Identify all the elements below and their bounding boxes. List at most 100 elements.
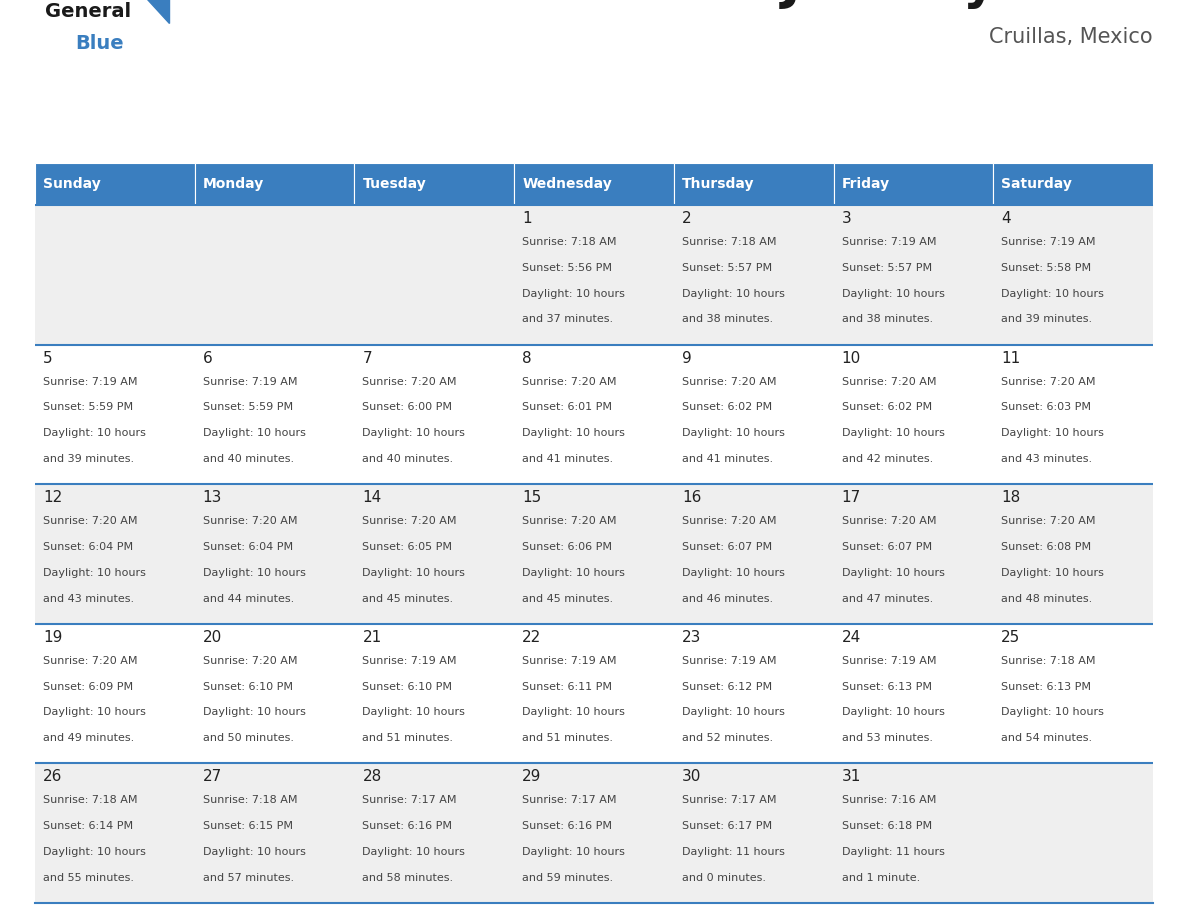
Text: and 38 minutes.: and 38 minutes. (841, 315, 933, 324)
Text: and 43 minutes.: and 43 minutes. (1001, 454, 1093, 465)
Text: and 59 minutes.: and 59 minutes. (523, 873, 613, 883)
Text: Sunrise: 7:20 AM: Sunrise: 7:20 AM (43, 516, 138, 526)
Text: Sunrise: 7:20 AM: Sunrise: 7:20 AM (362, 516, 457, 526)
Text: Daylight: 10 hours: Daylight: 10 hours (43, 568, 146, 577)
Text: Sunset: 6:10 PM: Sunset: 6:10 PM (362, 682, 453, 691)
Text: Sunset: 6:07 PM: Sunset: 6:07 PM (682, 542, 772, 552)
Text: and 43 minutes.: and 43 minutes. (43, 594, 134, 604)
Text: Sunrise: 7:18 AM: Sunrise: 7:18 AM (203, 795, 297, 805)
Text: Daylight: 10 hours: Daylight: 10 hours (523, 708, 625, 718)
Text: 27: 27 (203, 769, 222, 784)
Text: Sunrise: 7:19 AM: Sunrise: 7:19 AM (203, 376, 297, 386)
Text: Daylight: 10 hours: Daylight: 10 hours (841, 708, 944, 718)
Text: 26: 26 (43, 769, 62, 784)
Text: Daylight: 10 hours: Daylight: 10 hours (362, 568, 466, 577)
Text: 31: 31 (841, 769, 861, 784)
Text: and 50 minutes.: and 50 minutes. (203, 733, 293, 744)
Text: 8: 8 (523, 351, 532, 365)
Text: Sunset: 6:14 PM: Sunset: 6:14 PM (43, 822, 133, 831)
Text: 22: 22 (523, 630, 542, 644)
Text: and 40 minutes.: and 40 minutes. (362, 454, 454, 465)
Bar (34, 624, 1154, 764)
Text: Sunset: 6:04 PM: Sunset: 6:04 PM (203, 542, 292, 552)
Text: Daylight: 10 hours: Daylight: 10 hours (841, 568, 944, 577)
Text: Sunset: 5:57 PM: Sunset: 5:57 PM (682, 263, 772, 273)
Text: and 41 minutes.: and 41 minutes. (682, 454, 773, 465)
Text: Daylight: 10 hours: Daylight: 10 hours (43, 429, 146, 438)
Text: and 58 minutes.: and 58 minutes. (362, 873, 454, 883)
Text: Daylight: 10 hours: Daylight: 10 hours (841, 288, 944, 298)
Text: Daylight: 11 hours: Daylight: 11 hours (841, 847, 944, 857)
Text: Sunrise: 7:20 AM: Sunrise: 7:20 AM (362, 376, 457, 386)
Text: 19: 19 (43, 630, 62, 644)
Text: and 45 minutes.: and 45 minutes. (523, 594, 613, 604)
Bar (834, 163, 993, 205)
Bar (34, 344, 1154, 484)
Bar (195, 163, 354, 205)
Text: 28: 28 (362, 769, 381, 784)
Text: Friday: Friday (841, 177, 890, 191)
Text: Daylight: 10 hours: Daylight: 10 hours (1001, 429, 1104, 438)
Text: Sunrise: 7:19 AM: Sunrise: 7:19 AM (523, 655, 617, 666)
Text: and 54 minutes.: and 54 minutes. (1001, 733, 1093, 744)
Text: 5: 5 (43, 351, 52, 365)
Bar (34, 205, 1154, 344)
Text: Sunrise: 7:17 AM: Sunrise: 7:17 AM (682, 795, 776, 805)
Text: 24: 24 (841, 630, 861, 644)
Text: Sunset: 6:17 PM: Sunset: 6:17 PM (682, 822, 772, 831)
Text: Sunset: 5:56 PM: Sunset: 5:56 PM (523, 263, 612, 273)
Text: and 44 minutes.: and 44 minutes. (203, 594, 293, 604)
Text: and 38 minutes.: and 38 minutes. (682, 315, 773, 324)
Text: Sunset: 6:15 PM: Sunset: 6:15 PM (203, 822, 292, 831)
Text: Sunset: 6:00 PM: Sunset: 6:00 PM (362, 402, 453, 412)
Text: and 37 minutes.: and 37 minutes. (523, 315, 613, 324)
Bar (34, 163, 195, 205)
Text: Sunset: 6:02 PM: Sunset: 6:02 PM (682, 402, 772, 412)
Text: and 57 minutes.: and 57 minutes. (203, 873, 293, 883)
Text: 3: 3 (841, 211, 852, 226)
Text: Sunrise: 7:16 AM: Sunrise: 7:16 AM (841, 795, 936, 805)
Text: Daylight: 10 hours: Daylight: 10 hours (362, 708, 466, 718)
Text: Sunrise: 7:20 AM: Sunrise: 7:20 AM (523, 376, 617, 386)
Text: Daylight: 10 hours: Daylight: 10 hours (523, 847, 625, 857)
Text: and 53 minutes.: and 53 minutes. (841, 733, 933, 744)
Text: Sunset: 6:13 PM: Sunset: 6:13 PM (841, 682, 931, 691)
Text: and 39 minutes.: and 39 minutes. (1001, 315, 1093, 324)
Text: 7: 7 (362, 351, 372, 365)
Text: Sunrise: 7:17 AM: Sunrise: 7:17 AM (523, 795, 617, 805)
Text: Daylight: 10 hours: Daylight: 10 hours (203, 429, 305, 438)
Text: Sunrise: 7:18 AM: Sunrise: 7:18 AM (43, 795, 138, 805)
Text: and 55 minutes.: and 55 minutes. (43, 873, 134, 883)
Text: Saturday: Saturday (1001, 177, 1072, 191)
Text: Sunset: 5:59 PM: Sunset: 5:59 PM (43, 402, 133, 412)
Text: and 41 minutes.: and 41 minutes. (523, 454, 613, 465)
Text: January 2025: January 2025 (782, 0, 1154, 9)
Text: Sunrise: 7:18 AM: Sunrise: 7:18 AM (1001, 655, 1095, 666)
Text: Sunset: 6:08 PM: Sunset: 6:08 PM (1001, 542, 1092, 552)
Text: Daylight: 10 hours: Daylight: 10 hours (523, 429, 625, 438)
Text: Blue: Blue (75, 34, 124, 53)
Text: Thursday: Thursday (682, 177, 754, 191)
Text: 13: 13 (203, 490, 222, 505)
Text: and 1 minute.: and 1 minute. (841, 873, 920, 883)
Text: 11: 11 (1001, 351, 1020, 365)
Bar (674, 163, 834, 205)
Text: Daylight: 10 hours: Daylight: 10 hours (1001, 708, 1104, 718)
Text: Sunrise: 7:20 AM: Sunrise: 7:20 AM (841, 376, 936, 386)
Text: Sunset: 6:03 PM: Sunset: 6:03 PM (1001, 402, 1092, 412)
Polygon shape (147, 0, 169, 23)
Text: Sunset: 6:12 PM: Sunset: 6:12 PM (682, 682, 772, 691)
Text: Wednesday: Wednesday (523, 177, 612, 191)
Text: Sunrise: 7:17 AM: Sunrise: 7:17 AM (362, 795, 457, 805)
Text: 14: 14 (362, 490, 381, 505)
Text: Sunset: 6:10 PM: Sunset: 6:10 PM (203, 682, 292, 691)
Text: Daylight: 10 hours: Daylight: 10 hours (362, 847, 466, 857)
Text: Daylight: 10 hours: Daylight: 10 hours (682, 429, 785, 438)
Text: Sunrise: 7:19 AM: Sunrise: 7:19 AM (841, 237, 936, 247)
Text: Daylight: 10 hours: Daylight: 10 hours (682, 288, 785, 298)
Text: Sunrise: 7:19 AM: Sunrise: 7:19 AM (1001, 237, 1095, 247)
Text: and 45 minutes.: and 45 minutes. (362, 594, 454, 604)
Text: Sunday: Sunday (43, 177, 101, 191)
Text: 21: 21 (362, 630, 381, 644)
Text: Daylight: 10 hours: Daylight: 10 hours (203, 708, 305, 718)
